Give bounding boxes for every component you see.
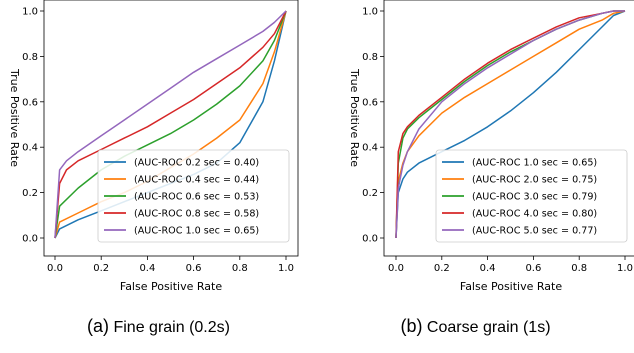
x-tick-label: 0.6 [525, 263, 541, 274]
x-tick-label: 1.0 [278, 263, 294, 274]
series-line-2 [54, 10, 287, 239]
legend-entry: (AUC-ROC 0.6 sec = 0.53) [134, 192, 259, 203]
series-line-0 [395, 10, 626, 239]
y-tick-label: 0.2 [22, 188, 38, 199]
legend-entry: (AUC-ROC 0.2 sec = 0.40) [134, 158, 259, 169]
y-tick-label: 0.2 [362, 188, 378, 199]
legend-entry: (AUC-ROC 1.0 sec = 0.65) [134, 226, 259, 237]
legend: (AUC-ROC 0.2 sec = 0.40) (AUC-ROC 0.4 sec… [97, 149, 290, 243]
x-tick-label: 0.4 [480, 263, 496, 274]
roc-chart-fine-grain: 0.0 0.2 0.4 0.6 0.8 1.0 0.0 0.2 0.4 0.6 0.8 1.0 Fals… [8, 0, 299, 293]
x-axis-label: False Positive Rate [460, 280, 562, 293]
x-tick-label: 0.8 [571, 263, 587, 274]
caption-tag: (b) [400, 316, 423, 336]
y-tick-label: 1.0 [22, 7, 38, 18]
y-tick-label: 0.8 [362, 52, 378, 63]
x-tick-label: 0.0 [47, 263, 63, 274]
y-tick-label: 0.6 [362, 97, 378, 108]
y-tick-label: 0.8 [22, 52, 38, 63]
y-tick-label: 0.0 [362, 234, 378, 245]
legend-entry: (AUC-ROC 4.0 sec = 0.80) [472, 209, 597, 220]
series-line-4 [54, 10, 287, 239]
legend-entry: (AUC-ROC 2.0 sec = 0.75) [472, 175, 597, 186]
y-tick-label: 0.0 [22, 234, 38, 245]
caption-fine-grain: (a) Fine grain (0.2s) [0, 316, 317, 337]
series-line-4 [395, 10, 625, 239]
roc-chart-coarse-grain: 0.0 0.2 0.4 0.6 0.8 1.0 0.0 0.2 0.4 0.6 0.8 1.0 Fals… [348, 0, 634, 293]
legend-entry: (AUC-ROC 3.0 sec = 0.79) [472, 192, 597, 203]
axes-frame [383, 0, 634, 257]
y-tick-label: 0.6 [22, 97, 38, 108]
y-tick-label: 0.4 [22, 143, 38, 154]
legend-entry: (AUC-ROC 5.0 sec = 0.77) [472, 226, 597, 237]
caption-coarse-grain: (b) Coarse grain (1s) [317, 316, 634, 337]
axes-frame [43, 0, 299, 257]
series-line-3 [54, 10, 287, 239]
legend-box [97, 149, 290, 243]
y-axis-label: True Positive Rate [8, 68, 21, 167]
caption-text: Fine grain (0.2s) [113, 319, 230, 336]
x-tick-label: 0.4 [139, 263, 155, 274]
legend-entry: (AUC-ROC 0.4 sec = 0.44) [134, 175, 259, 186]
legend: (AUC-ROC 1.0 sec = 0.65) (AUC-ROC 2.0 sec… [435, 149, 628, 243]
y-tick-label: 1.0 [362, 7, 378, 18]
caption-tag: (a) [87, 316, 110, 336]
y-axis-label: True Positive Rate [348, 68, 361, 167]
x-tick-label: 0.0 [388, 263, 404, 274]
x-tick-label: 0.2 [93, 263, 109, 274]
y-tick-label: 0.4 [362, 143, 378, 154]
x-axis-label: False Positive Rate [120, 280, 222, 293]
x-tick-label: 0.8 [232, 263, 248, 274]
legend-entry: (AUC-ROC 0.8 sec = 0.58) [134, 209, 259, 220]
caption-text: Coarse grain (1s) [426, 319, 551, 336]
legend-entry: (AUC-ROC 1.0 sec = 0.65) [472, 158, 597, 169]
x-tick-label: 1.0 [617, 263, 633, 274]
x-tick-label: 0.2 [434, 263, 450, 274]
legend-box [435, 149, 628, 243]
x-tick-label: 0.6 [186, 263, 202, 274]
